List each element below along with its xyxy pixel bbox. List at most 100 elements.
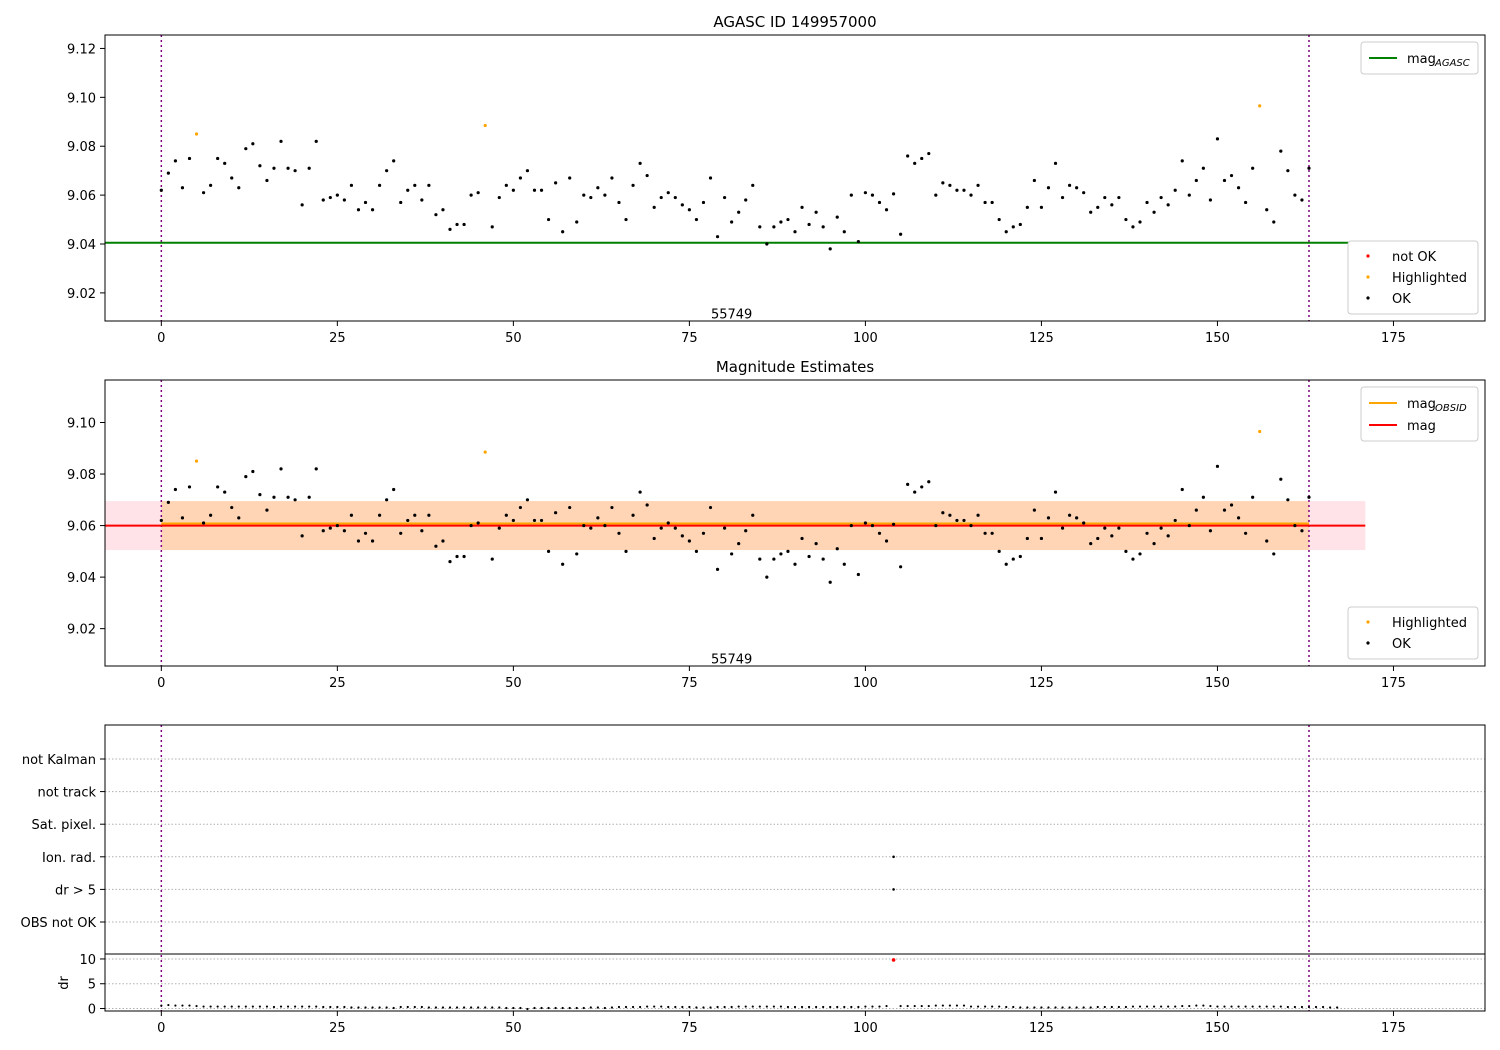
point-ok [983,200,987,205]
point-ok [575,220,579,224]
point-ok [1004,562,1008,566]
dr-point [864,1005,867,1008]
dr-point [392,1006,395,1010]
dr-point [336,1005,339,1009]
flag-label: Ion. rad. [42,851,96,866]
dr-point [681,1005,684,1009]
point-ok [708,505,713,510]
point-ok [349,183,354,187]
point-ok [300,534,304,538]
axes-frame [104,724,1486,1012]
point-ok [1265,208,1269,212]
point-ok [990,200,994,205]
dr-point [765,1005,768,1008]
point-ok [434,544,438,548]
point-ok [1089,542,1093,546]
point-ok [941,181,945,185]
panel-2-title: Magnitude Estimates [716,358,874,376]
flag-label: Sat. pixel. [32,818,96,833]
dr-point [984,1005,987,1008]
point-ok [800,205,804,209]
flag-point [892,855,895,859]
point-ok [673,195,677,200]
point-ok [370,539,375,543]
point-ok [920,156,924,161]
dr-point [920,1004,923,1008]
point-ok [1082,191,1086,195]
axes-frame [104,379,1486,667]
point-ok [1229,173,1234,178]
point-ok [1194,508,1198,512]
point-ok [603,523,607,528]
point-highlighted [1258,104,1262,108]
dr-point [674,1005,677,1009]
point-ok [962,518,966,523]
point-ok [1251,166,1255,170]
point-ok [624,217,628,222]
point-ok [730,220,734,224]
point-ok [539,518,544,523]
point-ok [673,526,677,530]
dr-point [1314,1005,1318,1009]
x-tick-label: 0 [157,331,165,346]
point-ok [1103,195,1107,200]
point-ok [1251,495,1255,499]
dr-point [420,1005,423,1009]
point-ok [293,498,297,502]
dr-point [653,1005,656,1008]
point-ok [722,195,727,200]
point-ok [1117,526,1121,530]
point-ok [877,200,882,205]
point-ok [631,513,635,517]
dr-point [843,1005,846,1009]
point-ok [420,198,424,202]
point-ok [997,217,1001,222]
point-ok [286,166,290,170]
dr-point [167,1003,170,1007]
point-ok [1053,490,1058,494]
point-ok [223,490,227,494]
point-ok [856,239,860,244]
dr-point [399,1005,402,1009]
point-ok [1096,536,1100,541]
point-ok [1286,169,1290,173]
point-ok [1025,536,1029,541]
dr-point [1096,1005,1099,1009]
dr-point [272,1005,276,1009]
point-ok [1145,531,1149,535]
point-ok [1060,526,1065,530]
point-ok [927,151,931,156]
dr-point [202,1005,205,1008]
point-ok [751,183,755,187]
dr-point [1026,1006,1029,1009]
dr-point [1110,1005,1113,1009]
point-ok [786,549,790,553]
point-ok [568,176,572,180]
point-ok [356,208,361,212]
dr-point [1033,1006,1036,1009]
point-ok [1244,200,1248,205]
dr-point [793,1005,797,1009]
dr-point [195,1004,198,1008]
flag-label: not Kalman [22,753,96,768]
point-ok [891,192,896,196]
point-ok [201,521,206,525]
point-ok [1279,477,1283,481]
dr-point [631,1005,635,1009]
dr-point [639,1005,642,1009]
dr-point [737,1005,740,1008]
point-ok [511,518,515,523]
dr-point [1054,1006,1057,1009]
point-ok [976,183,980,187]
point-ok [610,505,614,510]
point-highlighted [194,459,199,463]
y-tick-label: 9.04 [67,571,96,586]
y-tick-label: 9.06 [67,189,96,204]
point-ok [645,503,649,507]
dr-point [1279,1005,1282,1008]
point-highlighted [194,132,199,136]
point-ok [793,562,797,566]
point-ok [779,552,783,556]
point-ok [617,200,621,205]
point-ok [314,139,318,143]
